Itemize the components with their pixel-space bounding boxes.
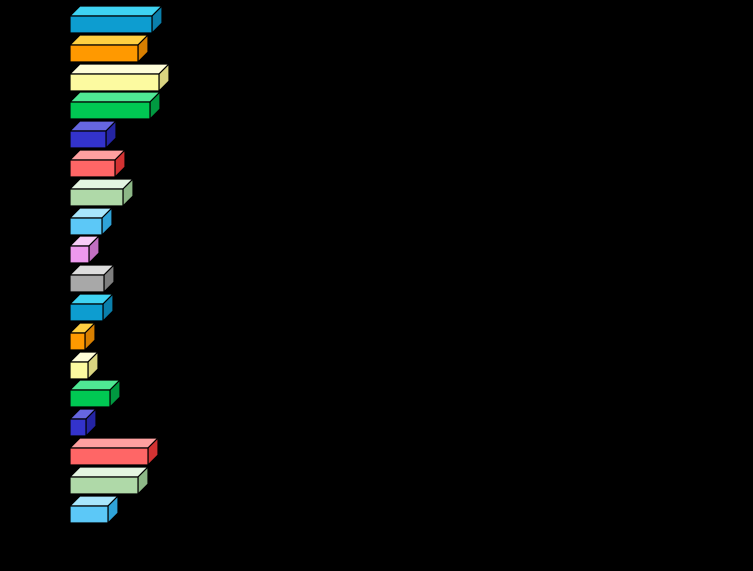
bar-13	[68, 350, 100, 381]
bar-17-front-face	[69, 476, 139, 495]
bar-7	[68, 177, 135, 208]
bar-14-front-face	[69, 389, 111, 408]
bar-6	[68, 148, 127, 179]
bar-2	[68, 33, 150, 64]
bar-15-front-face	[69, 418, 87, 437]
bar-3-top-face	[68, 62, 171, 75]
bar-18	[68, 494, 120, 525]
bar-16-front-face	[69, 447, 149, 466]
bar-5-front-face	[69, 130, 107, 149]
bar-8	[68, 206, 114, 237]
bar-10-front-face	[69, 274, 105, 293]
bar-11	[68, 292, 115, 323]
bar-10	[68, 263, 116, 294]
bar-15	[68, 407, 98, 438]
bar-5	[68, 119, 118, 150]
bar-1-top-face	[68, 5, 164, 17]
bar-7-top-face	[68, 178, 135, 190]
bar-1	[68, 4, 164, 35]
bar-11-front-face	[69, 303, 104, 322]
bar-8-front-face	[69, 216, 103, 236]
bar-2-front-face	[69, 44, 139, 63]
bar-14	[68, 378, 122, 409]
bar-3-front-face	[69, 72, 160, 92]
bar-9	[68, 234, 101, 265]
bar-16-top-face	[68, 437, 160, 449]
bar-3	[68, 62, 171, 93]
bar-12-front-face	[69, 332, 86, 351]
bar-12	[68, 321, 97, 352]
bar-4	[68, 90, 162, 121]
bar-13-front-face	[69, 360, 89, 380]
bar-17	[68, 465, 150, 496]
bar-6-front-face	[69, 159, 116, 178]
bar-7-front-face	[69, 188, 124, 207]
bar-2-top-face	[68, 34, 150, 46]
bar-16	[68, 436, 160, 467]
bar-1-front-face	[69, 15, 153, 34]
bar-4-top-face	[68, 91, 162, 103]
bar-17-top-face	[68, 466, 150, 478]
bar-4-front-face	[69, 101, 151, 120]
bar-18-front-face	[69, 504, 109, 524]
bar-9-front-face	[69, 245, 90, 264]
